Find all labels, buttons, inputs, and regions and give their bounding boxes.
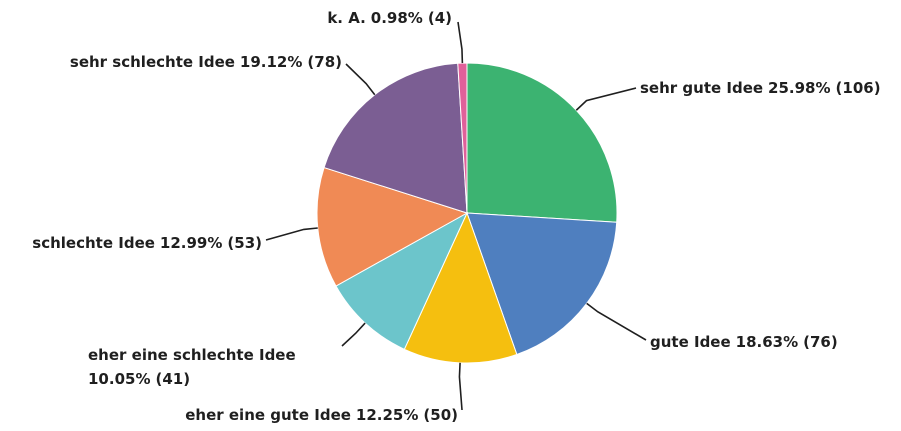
slice-label: sehr gute Idee 25.98% (106)	[640, 79, 881, 97]
leader-line	[345, 63, 376, 96]
pie-slice	[466, 62, 618, 223]
leader-line	[458, 362, 463, 411]
label-value: 10.05%	[88, 370, 150, 388]
label-count: (106)	[836, 79, 881, 97]
label-value: 18.63%	[736, 333, 798, 351]
leader-line	[265, 227, 318, 241]
label-value: 12.25%	[356, 406, 418, 424]
leader-line	[575, 87, 637, 111]
slice-label: sehr schlechte Idee 19.12% (78)	[70, 53, 342, 71]
slice-label: eher eine schlechte Idee 10.05% (41)	[88, 346, 296, 388]
label-count: (50)	[423, 406, 458, 424]
label-name: eher eine gute Idee	[185, 406, 351, 424]
pie-slice	[316, 166, 469, 287]
leader-line	[586, 302, 647, 341]
label-value: 0.98%	[371, 9, 423, 27]
label-value: 25.98%	[768, 79, 830, 97]
label-name: k. A.	[327, 9, 365, 27]
pie-slice	[457, 62, 468, 214]
label-name: schlechte Idee	[32, 234, 155, 252]
label-count: (76)	[803, 333, 838, 351]
slice-label: eher eine gute Idee 12.25% (50)	[185, 406, 458, 424]
slice-label: gute Idee 18.63% (76)	[650, 333, 838, 351]
leader-line	[457, 21, 464, 64]
pie-slice	[323, 62, 468, 214]
label-value: 12.99%	[160, 234, 222, 252]
label-name: eher eine schlechte Idee	[88, 346, 296, 364]
label-name: sehr gute Idee	[640, 79, 763, 97]
label-count: (78)	[307, 53, 342, 71]
leader-line	[341, 322, 366, 347]
label-name: sehr schlechte Idee	[70, 53, 235, 71]
label-count: (4)	[428, 9, 452, 27]
label-value: 19.12%	[240, 53, 302, 71]
slice-label: k. A. 0.98% (4)	[327, 9, 452, 27]
slice-label: schlechte Idee 12.99% (53)	[32, 234, 262, 252]
label-name: gute Idee	[650, 333, 731, 351]
label-count: (53)	[227, 234, 262, 252]
label-count: (41)	[155, 370, 190, 388]
